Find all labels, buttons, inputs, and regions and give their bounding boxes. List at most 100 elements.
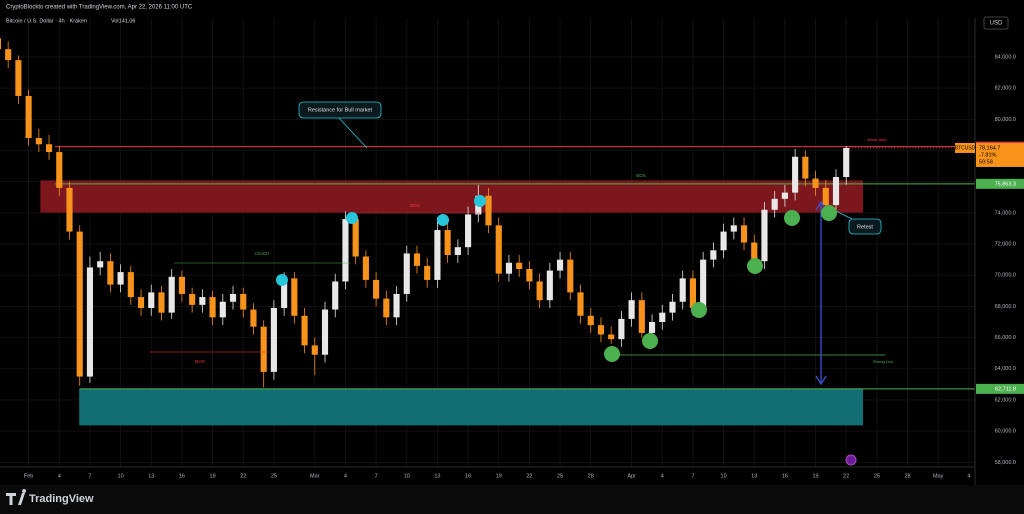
candle-body xyxy=(229,293,237,302)
x-tick-label: 4 xyxy=(661,473,664,479)
candle-body xyxy=(792,156,799,193)
candle-body xyxy=(710,250,717,260)
candle-body xyxy=(781,192,788,199)
annotation: BOS xyxy=(410,203,420,208)
swing-markers xyxy=(276,195,837,362)
x-tick-label: 25 xyxy=(874,473,880,479)
candle-body xyxy=(35,138,42,145)
candle-body xyxy=(587,315,594,326)
x-tick-label: 10 xyxy=(721,473,727,479)
candle-body xyxy=(638,300,645,333)
zone xyxy=(79,388,864,426)
candle-body xyxy=(362,256,369,280)
candle-body xyxy=(311,345,318,355)
candle-body xyxy=(219,301,226,318)
x-tick-label: 28 xyxy=(588,473,594,479)
candle-body xyxy=(577,292,584,316)
candle-body xyxy=(424,265,431,280)
currency-box xyxy=(983,16,1009,30)
callout-box xyxy=(848,218,882,235)
candle-body xyxy=(526,269,533,282)
x-tick-label: 4 xyxy=(344,473,347,479)
symbol: Bitcoin / U.S. Dollar · 4h · Kraken xyxy=(6,18,87,24)
annotation: Retest xyxy=(857,224,873,230)
candle-body xyxy=(730,225,737,232)
y-tick-label: 62,000.0 xyxy=(995,397,1016,403)
candle-body xyxy=(618,318,625,340)
x-tick-label: Feb xyxy=(24,473,33,479)
callout-line xyxy=(337,116,368,149)
candle-body xyxy=(332,281,339,310)
candle-body xyxy=(628,300,635,319)
y-tick-label: 82,000.0 xyxy=(995,86,1016,92)
candle-body xyxy=(291,278,298,316)
x-tick-label: 13 xyxy=(751,473,757,479)
candle-body xyxy=(556,259,564,271)
candle-body xyxy=(270,307,277,372)
last-price-bg xyxy=(976,142,1024,167)
candle-body xyxy=(832,177,840,206)
y-tick-label: 70,000.0 xyxy=(995,273,1016,279)
candle-body xyxy=(260,326,267,372)
currency: USD xyxy=(990,21,1003,27)
candle-body xyxy=(597,325,605,335)
x-tick-label: 25 xyxy=(557,473,563,479)
x-tick-label: 19 xyxy=(210,473,216,479)
levels xyxy=(55,146,975,390)
candle-body xyxy=(465,214,472,248)
x-tick-label: 16 xyxy=(179,473,185,479)
candle-body xyxy=(505,262,513,274)
y-tick-label: 60,000.0 xyxy=(995,429,1016,435)
candle-body xyxy=(843,147,850,178)
level-label-bg xyxy=(976,178,1024,189)
candle-body xyxy=(281,278,288,308)
x-tick-label: 13 xyxy=(148,473,154,479)
candle-body xyxy=(485,195,492,226)
candle-body xyxy=(648,322,656,333)
callout-line xyxy=(833,209,853,220)
x-tick-label: 7 xyxy=(691,473,694,479)
candle-body xyxy=(393,293,400,318)
candle-body xyxy=(812,178,819,188)
x-tick-label: 16 xyxy=(782,473,788,479)
candle-body xyxy=(434,230,441,280)
annotation: BOS xyxy=(195,359,205,364)
x-tick-label: 22 xyxy=(843,473,849,479)
credit: CryptoBlockto created with TradingView.c… xyxy=(6,5,193,11)
annotation: Resistance for Bull market xyxy=(308,107,373,113)
candle-body xyxy=(608,334,615,340)
candle-body xyxy=(199,297,206,305)
candle-body xyxy=(516,262,523,270)
brand: TradingView xyxy=(29,493,94,505)
candle-body xyxy=(342,219,349,282)
candle-body xyxy=(720,231,727,251)
candle-body xyxy=(189,293,196,305)
x-tick-label: 22 xyxy=(240,473,246,479)
x-tick-label: 10 xyxy=(118,473,124,479)
last-price: 78,164.7 xyxy=(979,145,1000,151)
x-tick-label: 4 xyxy=(967,473,970,479)
x-tick-label: May xyxy=(933,473,944,479)
candle-body xyxy=(97,261,104,268)
countdown: 59:58 xyxy=(979,159,993,165)
candle-body xyxy=(740,225,748,243)
y-tick-label: 74,000.0 xyxy=(995,210,1016,216)
x-tick-label: 22 xyxy=(526,473,532,479)
annotation: Strong Low xyxy=(873,359,893,364)
candle-body xyxy=(15,60,22,96)
candle-body xyxy=(679,278,686,302)
candle-body xyxy=(66,187,73,232)
candle-body xyxy=(301,315,308,346)
x-tick-label: 28 xyxy=(904,473,910,479)
symbol-tag: BTCUSD xyxy=(955,145,976,151)
annotation: Weak High xyxy=(867,137,887,142)
candle-body xyxy=(158,292,165,313)
candle-body xyxy=(536,281,543,301)
x-tick-label: 19 xyxy=(813,473,819,479)
x-tick-label: 13 xyxy=(434,473,440,479)
annotation: BOS xyxy=(636,173,646,178)
candle-body xyxy=(413,253,421,266)
candle-body xyxy=(403,253,410,294)
